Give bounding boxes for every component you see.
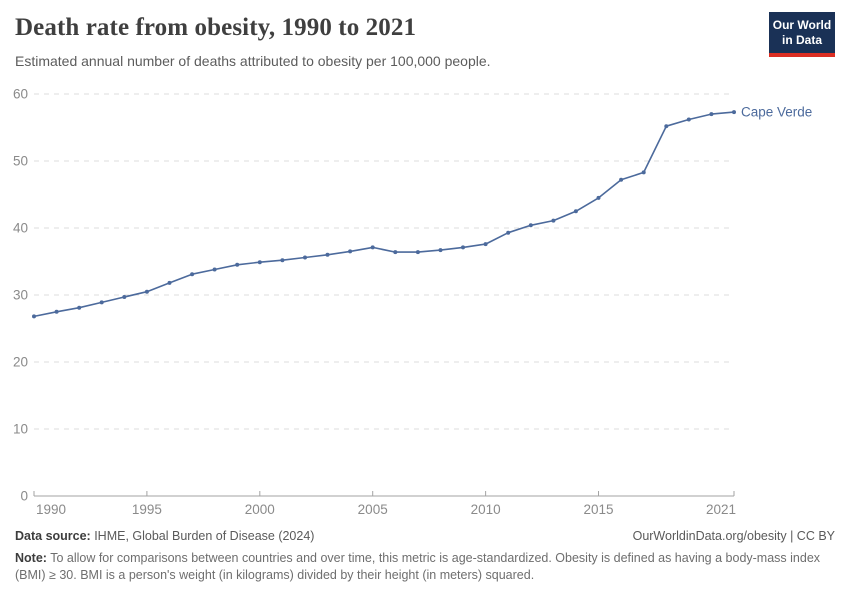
x-tick-label: 2005 [358, 502, 388, 517]
data-point [212, 267, 217, 272]
data-point [596, 195, 601, 200]
x-tick-label: 2021 [706, 502, 736, 517]
data-point [32, 314, 36, 319]
data-point [709, 112, 714, 117]
series-line [33, 111, 735, 318]
credit-link: OurWorldinData.org/obesity | CC BY [632, 529, 835, 543]
data-point [235, 262, 240, 267]
x-tick-label: 2010 [471, 502, 501, 517]
y-tick-label: 20 [13, 355, 28, 370]
data-point [54, 309, 59, 314]
y-tick-label: 10 [13, 422, 28, 437]
data-point [348, 249, 353, 254]
data-point [190, 272, 195, 277]
data-point [257, 260, 262, 265]
page-title: Death rate from obesity, 1990 to 2021 [15, 14, 417, 41]
data-point [167, 280, 172, 285]
owid-logo-text-line1: Our World [772, 18, 832, 32]
data-point [99, 300, 104, 305]
line-chart: 0 10 20 30 40 50 60 1990 1995 2000 2005 2010 2015 202… [13, 87, 812, 518]
data-point [415, 250, 420, 255]
y-tick-label: 40 [13, 221, 28, 236]
owid-logo-text-line2: in Data [781, 33, 822, 47]
data-point [303, 255, 307, 260]
data-point [461, 245, 465, 250]
owid-logo: Our World in Data [769, 12, 835, 57]
data-point [122, 295, 127, 299]
x-tick-label: 1990 [36, 502, 66, 517]
x-tick-label: 2015 [583, 502, 613, 517]
data-point [619, 177, 624, 182]
note-text: To allow for comparisons between countri… [15, 551, 821, 583]
data-point [686, 117, 691, 122]
y-tick-label: 60 [13, 87, 28, 102]
chart-footer: Data source: IHME, Global Burden of Dise… [15, 529, 835, 585]
note-label: Note: [15, 551, 47, 565]
data-point [506, 230, 511, 235]
y-tick-label: 30 [13, 288, 28, 303]
x-tick-label: 1995 [132, 502, 162, 517]
footer-note: Note: To allow for comparisons between c… [15, 550, 835, 585]
data-source-text: IHME, Global Burden of Disease (2024) [90, 529, 315, 543]
data-point [325, 252, 330, 257]
data-point [551, 218, 556, 223]
data-point [483, 242, 488, 247]
chart-header: Death rate from obesity, 1990 to 2021 Es… [15, 14, 755, 70]
data-point [573, 209, 578, 214]
y-tick-label: 50 [13, 154, 28, 169]
data-source-label: Data source: [15, 529, 91, 543]
data-point [280, 258, 285, 263]
footer-source-row: Data source: IHME, Global Burden of Dise… [15, 529, 835, 543]
y-tick-label: 0 [20, 489, 28, 504]
data-point [144, 289, 149, 294]
chart-subtitle: Estimated annual number of deaths attrib… [15, 52, 491, 69]
data-point [393, 250, 398, 255]
data-point [370, 245, 375, 250]
data-point [732, 110, 736, 115]
data-source-line: Data source: IHME, Global Burden of Dise… [15, 529, 314, 543]
data-point [528, 223, 533, 228]
data-point [664, 124, 669, 129]
series-end-label: Cape Verde [741, 105, 812, 120]
x-tick-label: 2000 [245, 502, 275, 517]
data-point [438, 248, 443, 253]
data-point [77, 305, 82, 310]
data-point [641, 170, 646, 175]
